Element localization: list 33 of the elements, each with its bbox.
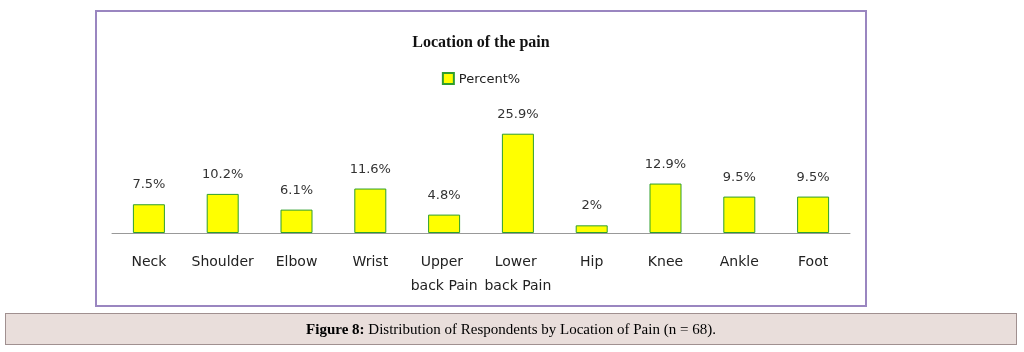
bar [501, 133, 534, 233]
bar [354, 188, 387, 233]
data-label: 11.6% [349, 160, 391, 176]
bar [797, 196, 830, 233]
legend-label: Percent% [458, 71, 521, 86]
bar [723, 196, 756, 233]
x-tick-label: Knee [647, 253, 684, 269]
bar [649, 183, 682, 233]
x-tick-label: Elbow [275, 253, 318, 269]
caption: Figure 8: Distribution of Respondents by Location of Pain (n = 68). [5, 313, 1017, 345]
data-label: 2% [581, 197, 603, 213]
data-label: 6.1% [279, 181, 314, 197]
x-tick-label: Ankle [719, 253, 759, 269]
bar [206, 193, 239, 233]
data-label: 10.2% [202, 165, 244, 181]
data-label: 12.9% [644, 155, 687, 171]
bar [575, 225, 608, 233]
bar [280, 209, 313, 233]
bar [428, 214, 461, 233]
x-tick-label: Neck [131, 253, 168, 269]
x-tick-label: Wrist [352, 253, 389, 269]
x-tick-label: Lower back Pain [484, 253, 552, 293]
data-label: 4.8% [427, 186, 461, 202]
data-label: 7.5% [132, 176, 166, 192]
x-tick-label: Foot [798, 253, 829, 269]
data-label: 9.5% [722, 168, 756, 184]
x-tick-label: Shoulder [191, 253, 255, 269]
x-tick-label: Upper back Pain [410, 253, 478, 293]
data-label: 9.5% [796, 168, 830, 184]
chart-title: Location of the pain [412, 32, 550, 51]
x-tick-label: Hip [580, 253, 604, 269]
bar [132, 204, 165, 233]
data-label: 25.9% [497, 105, 539, 121]
